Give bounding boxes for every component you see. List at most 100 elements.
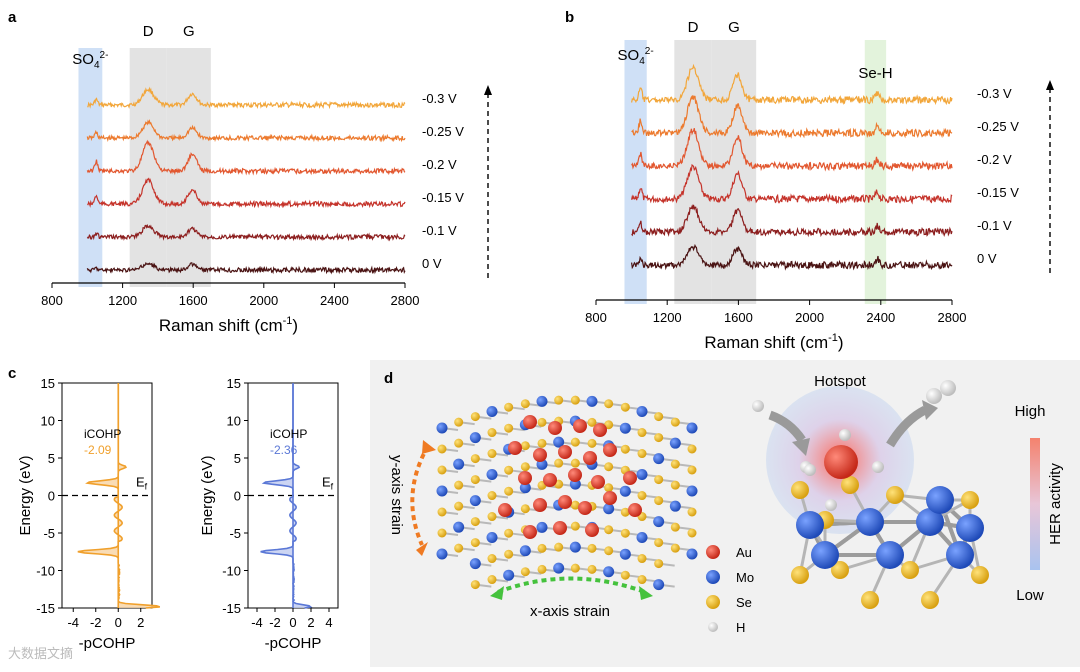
- se-atom: [687, 528, 697, 538]
- se-atom: [604, 525, 614, 535]
- icohp-label: iCOHP: [270, 427, 307, 441]
- au-atom: [548, 421, 562, 435]
- y-tick-label: 5: [48, 451, 55, 466]
- se-atom: [437, 465, 447, 475]
- band-label-2: G: [728, 19, 740, 36]
- x-tick-label: -2: [90, 615, 102, 630]
- panel-b: b SO42- D G Se-H -0.3 V -0.25 V -0.2 V -0.15 V -0…: [545, 0, 1080, 360]
- se-atom: [587, 543, 597, 553]
- panel-d: d y-axis strain x-axis strain Au Mo Se H Hotspo…: [370, 360, 1080, 667]
- au-atom: [585, 523, 599, 537]
- band-label-3: Se-H: [858, 65, 892, 82]
- se-atom: [537, 564, 547, 574]
- spectrum-2: [86, 139, 406, 176]
- mo-atom: [603, 503, 615, 515]
- mo-atom: [669, 500, 681, 512]
- se-atom: [791, 481, 809, 499]
- se-atom: [570, 563, 580, 573]
- se-atom: [670, 522, 680, 532]
- se-atom: [454, 417, 464, 427]
- mo-atom: [469, 558, 481, 570]
- au-atom: [533, 498, 547, 512]
- x-axis-label-part: ): [292, 316, 298, 335]
- mo-atom: [653, 516, 665, 528]
- se-atom: [504, 423, 514, 433]
- mo-atom: [453, 521, 465, 533]
- au-atom: [553, 521, 567, 535]
- arrow-head: [484, 85, 492, 95]
- hotspot-cluster: [791, 429, 989, 609]
- h-atom: [872, 461, 884, 473]
- au-atom: [603, 491, 617, 505]
- panel-a: a SO42- D G -0.3 V -0.25 V -0.2 V -0.15 V -0.1 V…: [0, 0, 520, 360]
- x-axis-label-part: Raman shift (cm: [704, 333, 828, 352]
- x-axis-label: Raman shift (cm-1): [704, 332, 843, 352]
- se-atom: [961, 491, 979, 509]
- mo-atom: [436, 485, 448, 497]
- y-tick-label: 5: [234, 451, 241, 466]
- series-label-5: 0 V: [977, 251, 997, 266]
- series-label-5: 0 V: [422, 256, 442, 271]
- mo-atom: [811, 541, 839, 569]
- mo-atom: [856, 508, 884, 536]
- se-atom: [654, 559, 664, 569]
- au-atom: [623, 471, 637, 485]
- se-atom: [670, 417, 680, 427]
- fermi-label: Ef: [136, 475, 148, 492]
- au-atom: [533, 448, 547, 462]
- se-atom: [620, 528, 630, 538]
- se-atom: [637, 428, 647, 438]
- se-atom: [570, 521, 580, 531]
- se-atom: [886, 486, 904, 504]
- h2-atom: [940, 380, 956, 396]
- icohp-value: -2.36: [270, 443, 298, 457]
- se-atom: [620, 570, 630, 580]
- legend-marker-se: [706, 595, 720, 609]
- band-label-sub: 4: [639, 56, 645, 67]
- h-atom: [752, 400, 764, 412]
- se-atom: [537, 417, 547, 427]
- series-label-4: -0.1 V: [422, 223, 457, 238]
- series-label-1: -0.25 V: [977, 119, 1019, 134]
- au-atom: [498, 503, 512, 517]
- mo-atom: [636, 532, 648, 544]
- se-atom: [520, 567, 530, 577]
- cohp-fill: [77, 383, 160, 608]
- x-axis-label-part: ): [838, 333, 844, 352]
- au-atom: [573, 419, 587, 433]
- band-2: [711, 40, 757, 304]
- se-atom: [537, 438, 547, 448]
- x-strain-arrow: [497, 576, 646, 594]
- band-0: [78, 48, 103, 287]
- se-atom: [437, 507, 447, 517]
- y-tick-label: -15: [36, 601, 55, 616]
- mo-atom: [536, 521, 548, 533]
- mo-atom: [519, 482, 531, 494]
- spectrum-2: [631, 128, 953, 172]
- band-label-text: SO: [72, 51, 94, 68]
- x-tick-label: 2000: [795, 310, 824, 325]
- se-atom: [587, 564, 597, 574]
- se-atom: [504, 465, 514, 475]
- hotspot-label: Hotspot: [814, 373, 867, 390]
- colorbar-high: High: [1015, 403, 1046, 420]
- se-atom: [587, 417, 597, 427]
- se-atom: [687, 507, 697, 517]
- mo-atom: [486, 406, 498, 418]
- mo-atom: [603, 566, 615, 578]
- series-label-1: -0.25 V: [422, 124, 464, 139]
- se-atom: [654, 538, 664, 548]
- mo-atom: [469, 432, 481, 444]
- se-atom: [861, 591, 879, 609]
- legend-label-h: H: [736, 620, 745, 635]
- fermi-label-sub: f: [145, 482, 148, 492]
- band-1: [674, 40, 712, 304]
- se-atom: [637, 449, 647, 459]
- mo-atom: [553, 562, 565, 574]
- au-atom: [591, 475, 605, 489]
- y-axis-label: Energy (eV): [199, 455, 216, 535]
- x-axis-label-part: -1: [828, 332, 838, 344]
- se-atom: [604, 483, 614, 493]
- x-tick-label: 2000: [249, 293, 278, 308]
- se-atom: [687, 444, 697, 454]
